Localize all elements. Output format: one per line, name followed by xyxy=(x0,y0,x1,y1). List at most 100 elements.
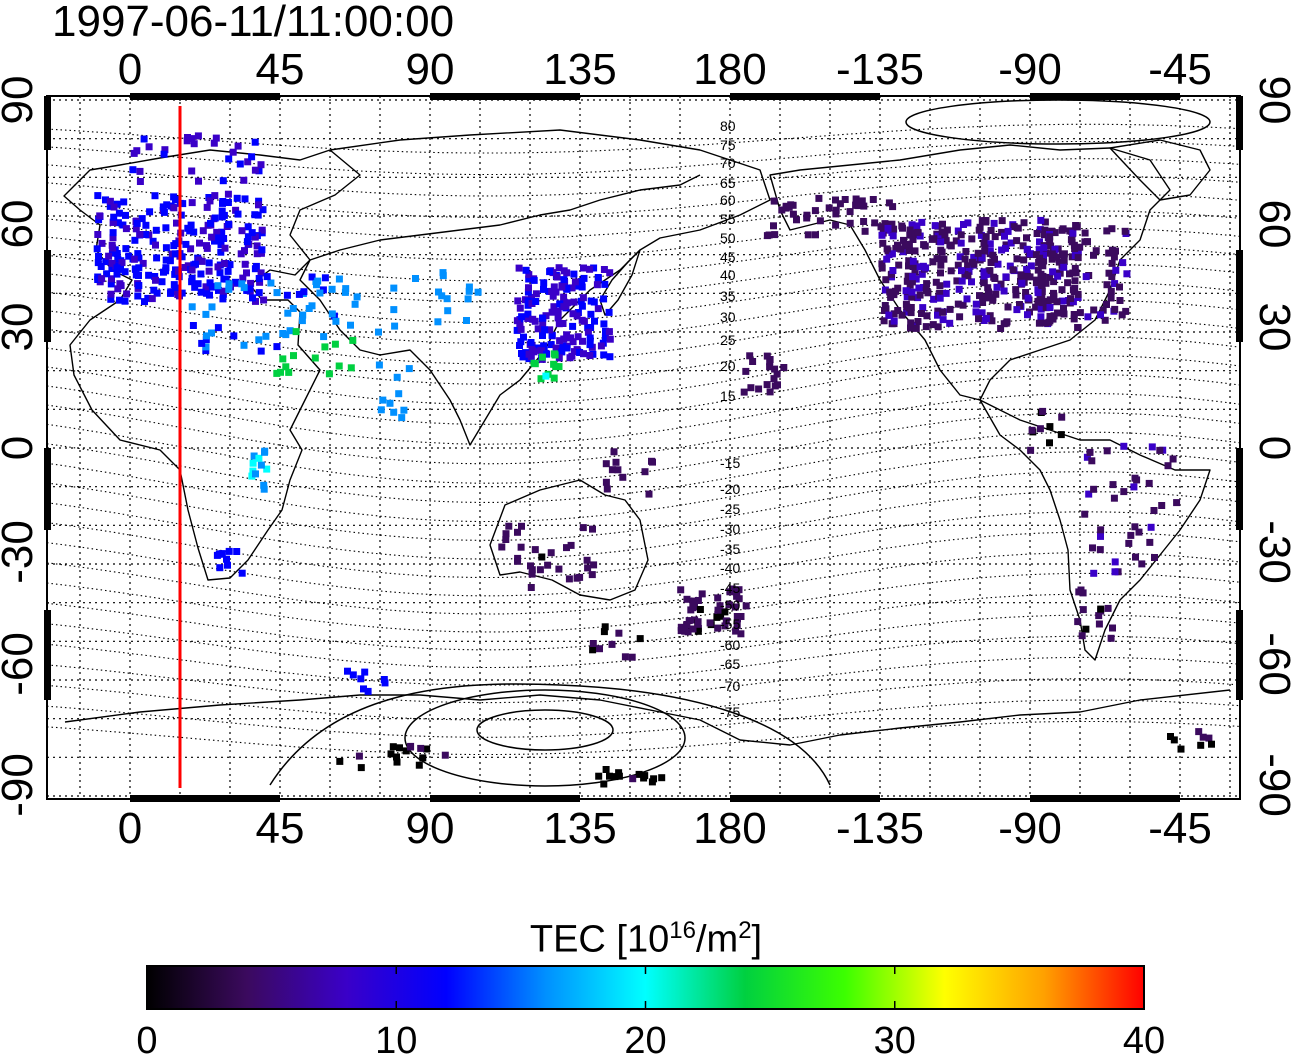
contour-label: -55 xyxy=(720,616,740,632)
tec-point xyxy=(694,627,702,635)
tec-point xyxy=(869,196,877,203)
tec-point xyxy=(518,522,525,530)
tec-point xyxy=(202,283,210,291)
tec-point xyxy=(560,267,568,275)
tec-point xyxy=(463,317,470,324)
tec-point xyxy=(435,288,442,296)
tec-point xyxy=(202,343,210,351)
tec-point xyxy=(379,396,387,404)
tec-point xyxy=(994,260,1002,268)
tec-point xyxy=(908,288,916,296)
tec-point xyxy=(1070,315,1078,323)
tec-point xyxy=(331,340,339,348)
tec-point xyxy=(444,307,452,315)
tec-point xyxy=(1024,311,1031,319)
bottom-lon-label: 135 xyxy=(543,804,616,853)
tec-point xyxy=(606,353,614,361)
tec-point xyxy=(217,241,225,248)
tec-point xyxy=(547,341,555,349)
tec-point xyxy=(152,276,159,284)
tec-point xyxy=(578,302,586,310)
tec-point xyxy=(207,219,214,227)
tec-point xyxy=(677,586,685,594)
tec-point xyxy=(1027,262,1035,270)
tec-point xyxy=(909,257,917,265)
tec-point xyxy=(205,267,213,275)
tec-point xyxy=(550,374,558,382)
bottom-lon-label: 90 xyxy=(406,804,455,853)
tec-point xyxy=(439,272,447,280)
mag-lat-contour xyxy=(47,572,1240,633)
tec-point xyxy=(970,260,978,268)
tec-point xyxy=(106,197,114,205)
tec-point xyxy=(911,247,919,255)
tec-point xyxy=(1146,538,1154,546)
tec-point xyxy=(178,253,186,261)
tec-point xyxy=(149,237,157,245)
tec-point xyxy=(587,297,595,305)
tec-point xyxy=(125,252,133,260)
tec-point xyxy=(1060,263,1068,271)
tec-point xyxy=(1074,324,1082,331)
contour-label: -50 xyxy=(720,597,740,613)
tec-point xyxy=(117,265,124,273)
tec-point xyxy=(121,268,129,276)
tec-point xyxy=(347,321,354,329)
tec-point xyxy=(1007,239,1015,247)
tec-point xyxy=(977,231,985,239)
frame-bar xyxy=(44,448,51,530)
tec-point xyxy=(811,207,819,215)
tec-point xyxy=(957,239,965,247)
right-lat-label: 90 xyxy=(1250,76,1292,125)
tec-point xyxy=(933,255,941,263)
coastlines xyxy=(63,129,1231,746)
tec-point xyxy=(97,263,105,270)
tec-point xyxy=(1135,528,1143,536)
tec-point xyxy=(1044,297,1052,305)
tec-point xyxy=(558,283,566,291)
tec-point xyxy=(912,275,920,283)
tec-point xyxy=(118,259,126,267)
tec-point xyxy=(1053,253,1061,261)
tec-point xyxy=(171,250,179,258)
tec-point xyxy=(184,224,192,232)
tec-point xyxy=(919,262,927,270)
tec-point xyxy=(1057,431,1065,439)
tec-point xyxy=(1081,229,1089,237)
tec-point xyxy=(941,232,949,240)
tec-point xyxy=(1000,287,1008,295)
tec-point xyxy=(897,245,905,253)
tec-point xyxy=(1046,233,1054,241)
colorbar-ticks: 0 10 20 30 40 xyxy=(136,966,1165,1057)
tec-point xyxy=(273,369,281,377)
tec-point xyxy=(524,310,532,318)
tec-point xyxy=(249,294,256,302)
tec-point xyxy=(1046,317,1054,325)
tec-point xyxy=(1132,553,1139,561)
frame-bar xyxy=(44,610,51,700)
tec-point xyxy=(255,167,263,175)
tec-point xyxy=(282,331,290,339)
tec-point xyxy=(937,261,945,269)
right-lat-label: 30 xyxy=(1250,303,1292,352)
tec-point xyxy=(595,772,603,780)
contour-label: 75 xyxy=(720,137,736,153)
tec-point xyxy=(1133,476,1141,484)
tec-point xyxy=(579,337,586,345)
tec-point xyxy=(181,264,189,271)
tec-point xyxy=(584,564,592,572)
tec-point xyxy=(906,231,914,239)
tec-point xyxy=(947,242,955,250)
tec-point xyxy=(539,332,546,339)
tec-point xyxy=(1158,502,1166,509)
tec-point xyxy=(605,308,613,316)
tec-point xyxy=(514,528,521,536)
tec-point xyxy=(1046,273,1054,281)
tec-point xyxy=(299,311,307,319)
tec-point xyxy=(1035,319,1043,327)
tec-point xyxy=(997,280,1005,288)
tec-point xyxy=(215,286,222,294)
tec-point xyxy=(963,295,971,303)
tec-point xyxy=(1023,265,1031,273)
tec-point xyxy=(957,231,965,239)
